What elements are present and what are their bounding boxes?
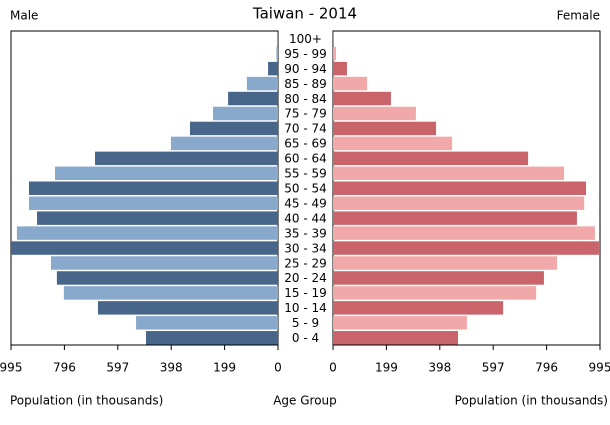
male-bar: [28, 181, 278, 195]
center-label: Age Group: [273, 394, 337, 408]
female-bar: [333, 76, 368, 91]
female-label: Female: [557, 9, 600, 23]
male-bar: [94, 151, 278, 166]
age-label: 30 - 34: [284, 241, 327, 255]
x-tick-label: 0: [329, 361, 337, 375]
female-bar: [333, 151, 529, 166]
female-bar: [333, 106, 416, 121]
male-bar: [136, 316, 278, 330]
male-bar: [246, 76, 278, 91]
female-bar: [333, 316, 467, 330]
x-tick-label: 995: [0, 361, 22, 375]
female-bar: [333, 226, 595, 240]
male-bar: [97, 301, 278, 315]
female-bar: [333, 301, 504, 315]
female-bar: [333, 286, 537, 300]
age-label: 65 - 69: [284, 137, 327, 151]
x-tick-label: 597: [482, 361, 505, 375]
x-tick-label: 0: [274, 361, 282, 375]
age-label: 5 - 9: [292, 316, 319, 330]
female-bar: [333, 256, 558, 270]
male-bar: [276, 46, 278, 61]
age-label: 100+: [289, 32, 322, 46]
age-label: 60 - 64: [284, 152, 327, 166]
female-bar: [333, 196, 585, 210]
male-bar: [37, 211, 278, 225]
x-tick-label: 796: [535, 361, 558, 375]
female-bar: [333, 121, 437, 136]
age-label: 0 - 4: [292, 331, 319, 345]
age-label: 85 - 89: [284, 77, 327, 91]
male-bar: [28, 196, 278, 210]
age-label: 20 - 24: [284, 271, 327, 285]
age-label: 95 - 99: [284, 47, 327, 61]
age-label: 90 - 94: [284, 62, 327, 76]
x-tick-label: 398: [428, 361, 451, 375]
age-label: 80 - 84: [284, 92, 327, 106]
x-axis-label: Population (in thousands): [455, 394, 608, 408]
female-bar: [333, 271, 544, 285]
female-bar: [333, 166, 565, 181]
male-bar: [16, 226, 279, 240]
age-label: 55 - 59: [284, 167, 327, 181]
age-label: 50 - 54: [284, 182, 327, 196]
female-bar: [333, 91, 391, 106]
male-bar: [56, 271, 279, 285]
female-bar: [333, 61, 347, 76]
male-label: Male: [10, 9, 38, 23]
female-bar: [333, 241, 599, 255]
x-tick-label: 398: [160, 361, 183, 375]
female-bar: [333, 136, 453, 151]
x-tick-label: 597: [106, 361, 129, 375]
age-label: 75 - 79: [284, 107, 327, 121]
age-label: 40 - 44: [284, 211, 327, 225]
age-label: 35 - 39: [284, 226, 327, 240]
male-bar: [63, 286, 279, 300]
x-tick-label: 199: [213, 361, 236, 375]
female-bar: [333, 211, 577, 225]
male-bar: [170, 136, 278, 151]
female-bar: [333, 181, 587, 195]
age-label: 10 - 14: [284, 301, 327, 315]
chart-title: Taiwan - 2014: [252, 5, 357, 23]
age-label: 70 - 74: [284, 122, 327, 136]
female-bar: [333, 46, 336, 61]
male-bar: [50, 256, 279, 270]
male-bar: [55, 166, 278, 181]
male-bar: [189, 121, 278, 136]
x-tick-label: 796: [53, 361, 76, 375]
male-bar: [268, 61, 278, 76]
male-bar: [228, 91, 278, 106]
male-bar: [11, 241, 278, 255]
age-label: 45 - 49: [284, 196, 327, 210]
female-bar: [333, 331, 459, 345]
x-tick-label: 995: [589, 361, 610, 375]
age-label: 25 - 29: [284, 256, 327, 270]
x-tick-label: 199: [375, 361, 398, 375]
age-label: 15 - 19: [284, 286, 327, 300]
x-axis-label: Population (in thousands): [10, 394, 163, 408]
male-bar: [145, 331, 278, 345]
male-bar: [213, 106, 278, 121]
